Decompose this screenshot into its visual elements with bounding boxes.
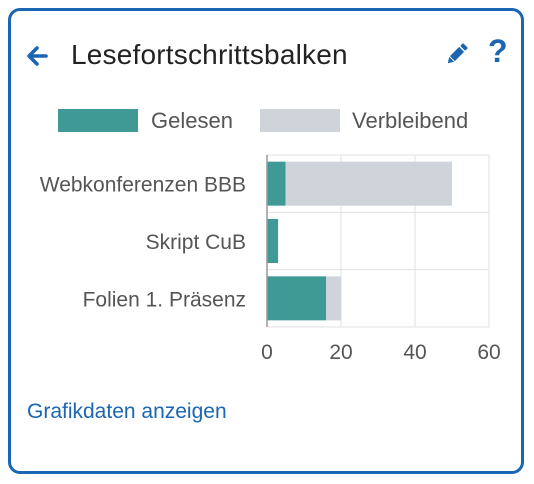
bar-remaining	[326, 276, 341, 321]
reading-progress-chart: Webkonferenzen BBB Skript CuB Folien 1. Pr…	[40, 108, 501, 364]
legend-swatch	[58, 109, 138, 132]
x-tick-label: 20	[329, 341, 352, 364]
help-icon[interactable]: ?	[488, 33, 508, 69]
pencil-icon[interactable]	[443, 40, 471, 68]
x-tick-label: 0	[261, 341, 273, 364]
category-label: Webkonferenzen BBB	[40, 174, 246, 197]
x-tick-label: 40	[403, 341, 426, 364]
show-chart-data-link[interactable]: Grafikdaten anzeigen	[27, 400, 227, 423]
bar-read	[267, 219, 279, 263]
bar-read	[267, 276, 327, 321]
arrow-left-icon[interactable]	[25, 44, 49, 68]
category-label: Skript CuB	[146, 231, 246, 254]
legend-swatch	[260, 109, 340, 132]
bar-remaining	[285, 161, 452, 206]
bar-read	[267, 161, 286, 206]
category-label: Folien 1. Präsenz	[83, 288, 246, 311]
legend-label: Gelesen	[151, 108, 233, 133]
legend-label: Verbleibend	[352, 108, 468, 133]
page-title: Lesefortschrittsbalken	[71, 39, 348, 70]
x-tick-label: 60	[477, 341, 500, 364]
progress-card: Lesefortschrittsbalken ? Webkonferenzen …	[8, 8, 524, 474]
card-header: Lesefortschrittsbalken ?	[11, 11, 521, 101]
